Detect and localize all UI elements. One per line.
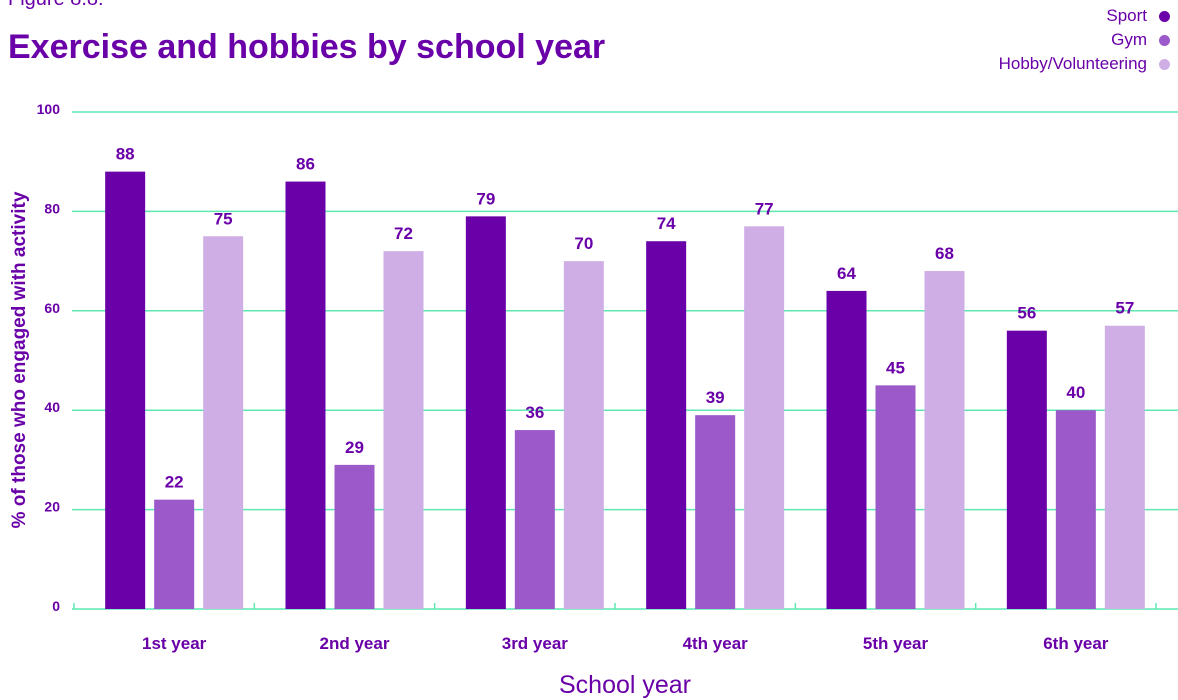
bar-gym [875,385,916,609]
data-label: 22 [165,473,184,492]
data-label: 56 [1017,304,1036,323]
labels-layer: 0 20 40 60 80 100 1st year 88 22 75 2nd year 86 29 72… [37,101,1135,653]
legend-swatch-sport [1159,10,1170,22]
bar-sport [826,290,867,609]
bar-sport [1006,330,1047,609]
legend-item-gym: Gym [999,28,1170,52]
bar-hobby-volunteering [744,226,785,609]
chart-legend: Sport Gym Hobby/Volunteering [999,4,1170,76]
y-axis-title: % of those who engaged with activity [9,191,30,528]
data-label: 86 [296,155,315,174]
bar-sport [105,171,146,609]
grid-layer [72,111,1178,610]
legend-label-hobby: Hobby/Volunteering [998,54,1147,73]
y-tick-label: 40 [44,399,60,415]
bar-gym [154,499,195,609]
x-tick-label: 1st year [142,634,207,653]
x-tick-label: 3rd year [502,634,569,653]
x-tick-label: 4th year [683,634,749,653]
bar-gym [1055,410,1096,609]
data-label: 77 [755,199,774,218]
chart-title: Exercise and hobbies by school year [8,28,606,66]
y-tick-label: 20 [44,499,60,515]
data-label: 45 [886,358,905,377]
data-label: 79 [476,189,495,208]
data-label: 29 [345,438,364,457]
data-label: 40 [1066,383,1085,402]
data-label: 74 [657,214,676,233]
y-tick-label: 0 [52,598,60,614]
data-label: 88 [116,145,135,164]
legend-label-sport: Sport [1106,6,1147,25]
bar-sport [285,181,326,609]
bar-gym [514,430,555,609]
bar-sport [465,216,506,609]
figure-label: Figure 8.8: [8,0,104,11]
bars-layer [105,171,1145,609]
y-tick-label: 80 [44,200,60,216]
y-tick-label: 100 [37,101,61,117]
data-label: 72 [394,224,413,243]
legend-item-sport: Sport [999,4,1170,28]
bar-hobby-volunteering [924,271,965,609]
legend-label-gym: Gym [1111,30,1147,49]
bar-hobby-volunteering [563,261,604,609]
x-tick-label: 5th year [863,634,929,653]
bar-hobby-volunteering [1104,325,1145,609]
data-label: 36 [525,403,544,422]
bar-sport [646,241,687,609]
data-label: 64 [837,264,856,283]
legend-swatch-hobby [1159,58,1170,70]
x-tick-label: 2nd year [320,634,390,653]
bar-hobby-volunteering [203,236,244,609]
legend-swatch-gym [1159,34,1170,46]
y-tick-label: 60 [44,300,60,316]
bar-gym [695,415,736,609]
legend-item-hobby: Hobby/Volunteering [999,52,1170,76]
data-label: 70 [574,234,593,253]
x-tick-label: 6th year [1043,634,1109,653]
data-label: 39 [706,388,725,407]
data-label: 68 [935,244,954,263]
data-label: 75 [214,209,233,228]
data-label: 57 [1115,299,1134,318]
x-axis-title: School year [559,671,691,699]
bar-hobby-volunteering [383,251,424,609]
bar-gym [334,464,375,609]
